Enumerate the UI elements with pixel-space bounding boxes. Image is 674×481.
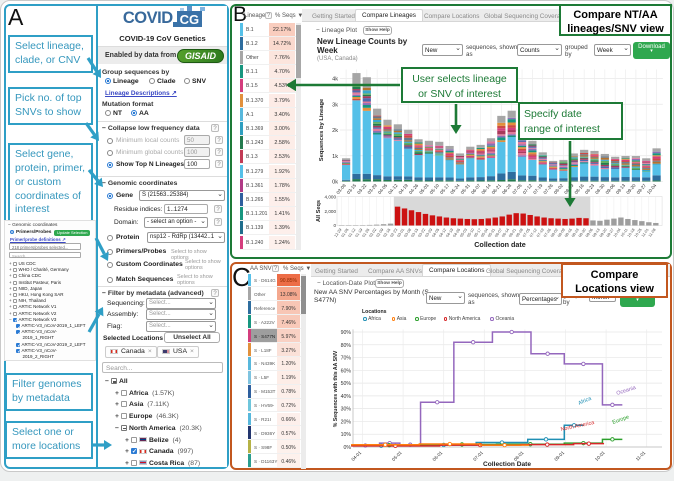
arrow-a-metadata bbox=[89, 314, 99, 332]
arrow-b-daterange-head bbox=[564, 198, 575, 207]
arrow-a-gene bbox=[89, 170, 98, 181]
arrow-b-lineage-table-head bbox=[286, 79, 296, 91]
arrow-a-snvs bbox=[86, 123, 94, 135]
arrow-a-locations-head bbox=[104, 440, 112, 450]
arrow-a-custom bbox=[96, 238, 104, 254]
arrow-a-lineage bbox=[88, 58, 97, 71]
arrow-b-chart-head bbox=[450, 125, 461, 134]
